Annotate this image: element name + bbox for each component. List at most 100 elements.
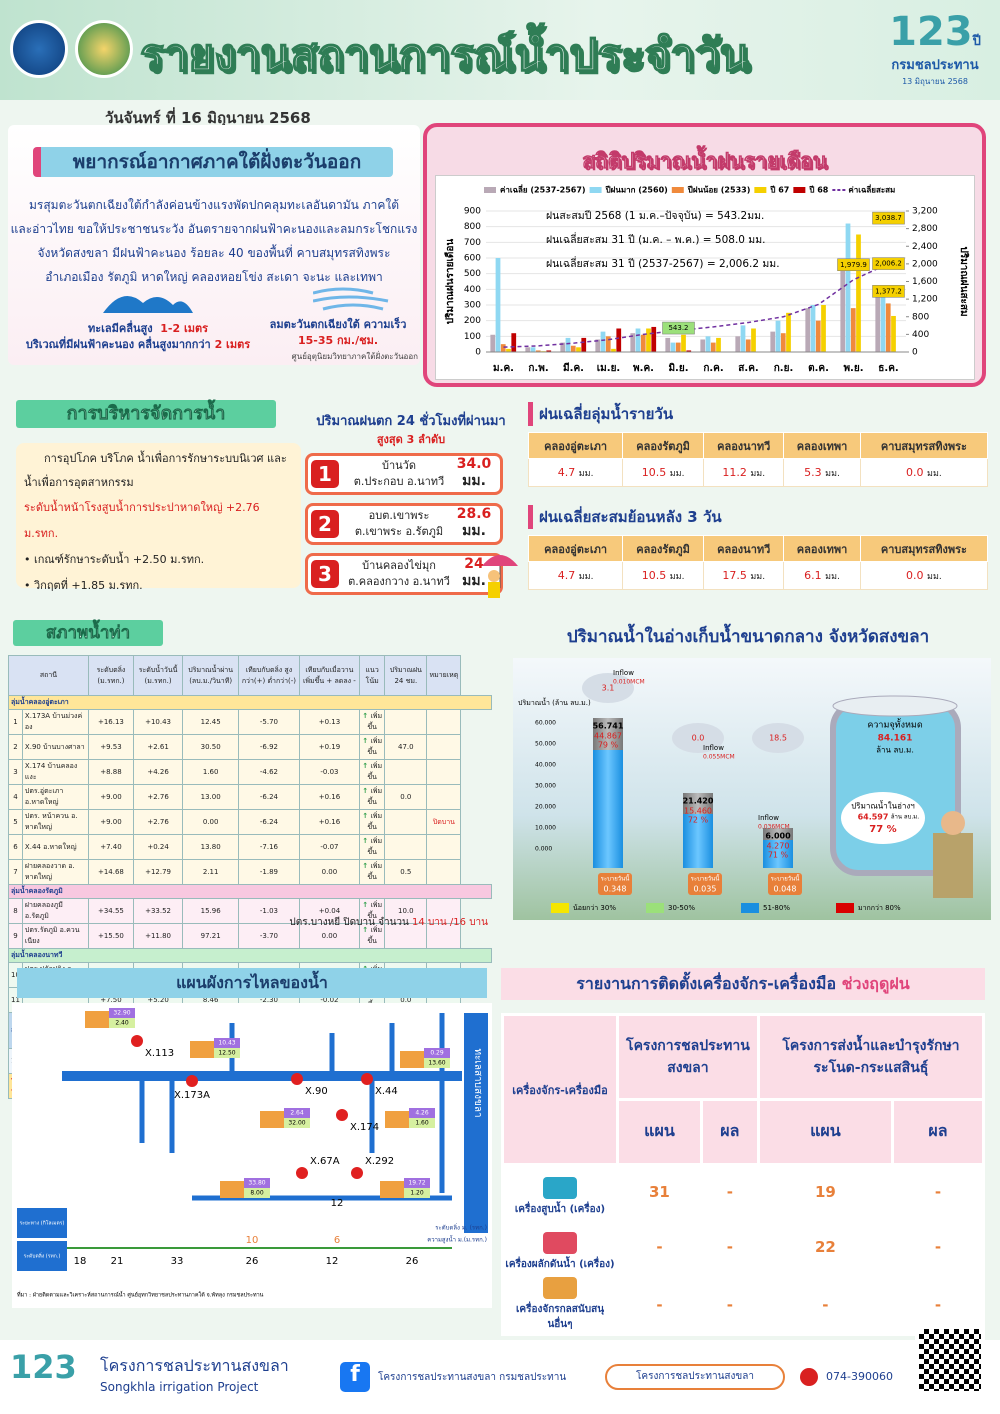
value-row: 4.7 มม. 10.5 มม. 17.5 มม. 6.1 มม. 0.0 มม.: [527, 561, 989, 590]
bar: [651, 326, 657, 352]
machinery-panel: รายงานการติดตั้งเครื่องจักร-เครื่องมือ ช…: [498, 968, 988, 1336]
header-cell: แนวโน้ม: [359, 655, 386, 696]
distance: 21: [111, 1256, 124, 1267]
section-title: รายงานการติดตั้งเครื่องจักร-เครื่องมือ ช…: [501, 968, 985, 1000]
level-top: 19.72: [408, 1180, 425, 1187]
total-volume: 64.597: [858, 813, 889, 822]
cell: +2.76: [132, 784, 184, 810]
bar: [640, 334, 646, 352]
sub-header: ผล: [699, 1097, 760, 1166]
cell: ↑ เพิ่มขึ้น: [359, 809, 386, 835]
bar: [710, 342, 716, 352]
station: [361, 1073, 373, 1085]
x-tick-label: มี.ค.: [563, 362, 584, 374]
machine-icon: [543, 1277, 577, 1299]
line-series: [503, 262, 889, 348]
bar: [535, 350, 541, 352]
cell-text: -0.02: [320, 996, 339, 1004]
note: ฝนสะสมปี 2568 (1 ม.ค.–ปัจจุบัน) = 543.2ม…: [546, 209, 764, 222]
cell: -6.24: [238, 809, 300, 835]
level-box-bottom: [284, 1118, 310, 1128]
station-location: ต.ประกอบ อ.นาทวี: [353, 475, 445, 488]
cell: 2.11: [182, 859, 240, 885]
bar: [530, 347, 536, 352]
header-cell: เทียบกับเมื่อวาน เพิ่มขึ้น + ลดลง -: [298, 655, 361, 696]
cell-text: +12.79: [145, 868, 172, 876]
y-tick-label: 100: [464, 332, 481, 342]
legend-label: มากกว่า 80%: [858, 904, 901, 912]
cell: +4.26: [132, 759, 184, 785]
bar: [775, 320, 781, 352]
bar: [770, 331, 776, 352]
percent: 79 %: [598, 741, 619, 750]
cell-text: 9: [13, 932, 18, 940]
cell-text: -2.30: [259, 996, 278, 1004]
capacity: 6.000: [765, 832, 791, 841]
logo-date: 13 มิถุนายน 2568: [902, 77, 968, 86]
station: [336, 1109, 348, 1121]
cell: 0.5: [384, 859, 428, 885]
cell: +11.80: [132, 923, 184, 949]
cell-text: -3.70: [259, 932, 278, 940]
unit: มม.: [927, 468, 942, 479]
rain-value: 24: [464, 556, 484, 572]
facebook[interactable]: โครงการชลประทานสงขลา กรมชลประทาน: [378, 1372, 567, 1383]
volume: 44.867: [594, 732, 622, 741]
text: ปตร.บางหยี ปิดบาน จำนวน: [289, 917, 409, 928]
machine-row: เครื่องสูบน้ำ (เครื่อง) 31-19-: [501, 1163, 986, 1221]
wave-icon: [103, 295, 193, 313]
cell: +33.52: [132, 898, 184, 924]
group-row: ลุ่มน้ำคลองรัตภูมิ: [8, 884, 492, 899]
chart-title: สถิติปริมาณน้ำฝนรายเดือน: [582, 149, 827, 174]
cell: X.90 บ้านบางศาลา: [21, 734, 89, 760]
annotation-box: [662, 321, 695, 335]
header-cell: คาบสมุทรสทิงพระ: [859, 432, 989, 459]
bar: [670, 342, 676, 352]
cell: [384, 923, 428, 949]
row-label: ระดับตลิ่ง (รทก.): [24, 1253, 61, 1260]
footer: 123 โครงการชลประทานสงขลา Songkhla irriga…: [0, 1325, 1000, 1414]
bar: [716, 337, 721, 352]
level-station: [380, 1181, 404, 1198]
cell: ↑ เพิ่มขึ้น: [359, 759, 386, 785]
y2-tick-label: 2,800: [912, 224, 938, 234]
officer: [933, 833, 973, 898]
cell: [426, 759, 462, 785]
cell: [426, 923, 462, 949]
qr-code[interactable]: [915, 1325, 985, 1395]
section-title: สภาพน้ำท่า: [13, 620, 163, 646]
legend-label: น้อยกว่า 30%: [573, 904, 616, 912]
legend-swatch: [754, 187, 767, 193]
cell-text: 0.0: [400, 996, 412, 1004]
search-box[interactable]: โครงการชลประทานสงขลา: [605, 1364, 785, 1390]
percent: 71 %: [768, 851, 789, 860]
legend-label: ปีฝนน้อย (2533): [687, 185, 750, 195]
rain-value: 28.6: [456, 506, 492, 522]
facebook-icon: f: [340, 1362, 370, 1392]
cell: ปตร.อู่ตะเภา อ.หาดใหญ่: [21, 784, 89, 810]
phone[interactable]: 074-390060: [826, 1370, 893, 1383]
cell-text: เพิ่มขึ้น: [367, 837, 383, 856]
cell-text: X.90 บ้านบางศาลา: [24, 742, 85, 751]
bar: [506, 348, 511, 352]
cell-text: -7.16: [259, 843, 278, 851]
bar: [605, 336, 611, 352]
lake: [464, 1013, 488, 1233]
row-label-box: [17, 1241, 67, 1271]
officer-head: [941, 811, 965, 835]
bar: [490, 334, 496, 352]
wind-label: ลมตะวันตกเฉียงใต้ ความเร็ว: [269, 318, 407, 331]
cell-text: 0.0: [400, 793, 412, 801]
org-th: โครงการชลประทานสงขลา: [100, 1356, 289, 1375]
rain-value: 34.0: [456, 456, 492, 472]
machine-value: -: [699, 1163, 760, 1221]
unit: มม.: [750, 468, 766, 479]
machine-label: เครื่องผลักดันน้ำ (เครื่อง): [505, 1259, 615, 1270]
distance-upper: 6: [334, 1235, 340, 1246]
annotation-box: [872, 211, 905, 225]
cell: [384, 834, 428, 860]
level-bottom: 1.60: [415, 1120, 429, 1127]
bar: [646, 328, 651, 352]
machine-value: -: [890, 1273, 986, 1336]
level-text: ระดับน้ำหน้าโรงสูบน้ำการประปาหาดใหญ่ +2.…: [24, 501, 260, 540]
